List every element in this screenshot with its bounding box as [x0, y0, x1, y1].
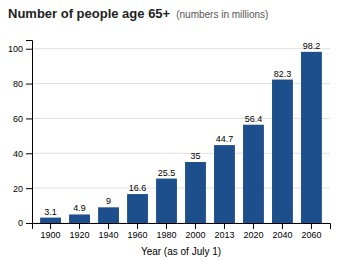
y-tick-mark — [26, 84, 32, 85]
y-tick-mark — [26, 49, 32, 50]
data-label: 82.3 — [274, 69, 292, 79]
y-axis-line — [26, 41, 33, 224]
y-tick: 60 — [13, 114, 32, 124]
x-tick-mark — [311, 223, 312, 229]
x-tick-mark — [224, 223, 225, 229]
x-tick-mark — [50, 223, 51, 229]
bar — [69, 214, 90, 223]
x-tick-mark — [108, 223, 109, 229]
x-tick: 1900 — [41, 223, 61, 240]
bars — [40, 52, 322, 223]
x-tick-mark — [253, 223, 254, 229]
y-tick-mark — [26, 188, 32, 189]
x-tick-mark — [137, 223, 138, 229]
x-tick-label: 1920 — [70, 230, 90, 240]
y-tick-label: 40 — [13, 149, 23, 159]
y-tick-mark — [26, 153, 32, 154]
x-axis-line — [33, 224, 331, 230]
y-tick: 20 — [13, 184, 32, 194]
x-tick-label: 2040 — [272, 230, 292, 240]
x-tick-mark — [195, 223, 196, 229]
bar — [156, 179, 177, 223]
y-tick-label: 60 — [13, 114, 23, 124]
data-label: 9 — [106, 196, 111, 206]
y-tick-label: 0 — [18, 218, 23, 228]
x-tick: 2020 — [243, 223, 263, 240]
bar — [301, 52, 322, 223]
x-tick: 2040 — [272, 223, 292, 240]
x-tick: 1980 — [156, 223, 176, 240]
y-tick-mark — [26, 223, 32, 224]
x-tick-mark — [79, 223, 80, 229]
data-label: 3.1 — [44, 207, 57, 217]
x-tick: 2060 — [301, 223, 321, 240]
bar — [127, 194, 148, 223]
x-tick: 1960 — [128, 223, 148, 240]
x-tick-label: 2013 — [214, 230, 234, 240]
grid — [32, 49, 330, 223]
x-tick-label: 1900 — [41, 230, 61, 240]
data-label: 98.2 — [303, 41, 321, 51]
bar — [40, 218, 61, 223]
data-label: 56.4 — [245, 114, 263, 124]
x-tick: 2000 — [185, 223, 205, 240]
x-axis: 1900 1920 1940 1960 1980 2000 2013 2020 2040 2060 — [33, 223, 331, 240]
data-label: 4.9 — [73, 203, 86, 213]
x-tick-label: 2020 — [243, 230, 263, 240]
x-tick-label: 1980 — [156, 230, 176, 240]
bar — [243, 125, 264, 223]
y-tick-mark — [26, 118, 32, 119]
x-tick: 1940 — [99, 223, 119, 240]
x-tick-label: 1960 — [128, 230, 148, 240]
x-tick-label: 2000 — [185, 230, 205, 240]
data-label: 44.7 — [216, 134, 234, 144]
y-tick: 0 — [18, 218, 32, 228]
bar — [98, 207, 119, 223]
y-tick-label: 100 — [8, 44, 23, 54]
bar — [272, 80, 293, 223]
y-tick: 100 — [8, 44, 32, 54]
x-tick-label: 1940 — [99, 230, 119, 240]
y-tick: 80 — [13, 79, 32, 89]
subtitle: (numbers in millions) — [176, 9, 268, 20]
y-tick-label: 20 — [13, 184, 23, 194]
data-labels: 3.1 4.9 9 16.6 25.5 35 44.7 56.4 82.3 98.2 — [44, 41, 320, 217]
data-label: 16.6 — [129, 183, 147, 193]
y-tick-label: 80 — [13, 79, 23, 89]
x-tick: 2013 — [214, 223, 234, 240]
y-tick: 40 — [13, 149, 32, 159]
title: Number of people age 65+ — [8, 6, 171, 21]
data-label: 25.5 — [158, 168, 176, 178]
x-tick-mark — [282, 223, 283, 229]
grid-line — [32, 48, 330, 49]
plot: 3.1 4.9 9 16.6 25.5 35 44.7 56.4 82.3 98.2 1900 192… — [8, 41, 331, 241]
x-axis-title: Year (as of July 1) — [141, 246, 221, 257]
bar — [214, 145, 235, 223]
y-axis: 0 20 40 60 80 100 — [8, 41, 33, 229]
x-tick-mark — [166, 223, 167, 229]
x-tick-label: 2060 — [301, 230, 321, 240]
x-tick: 1920 — [70, 223, 90, 240]
data-label: 35 — [190, 151, 200, 161]
bar — [185, 162, 206, 223]
chart: Number of people age 65+ (numbers in mill… — [0, 0, 340, 261]
